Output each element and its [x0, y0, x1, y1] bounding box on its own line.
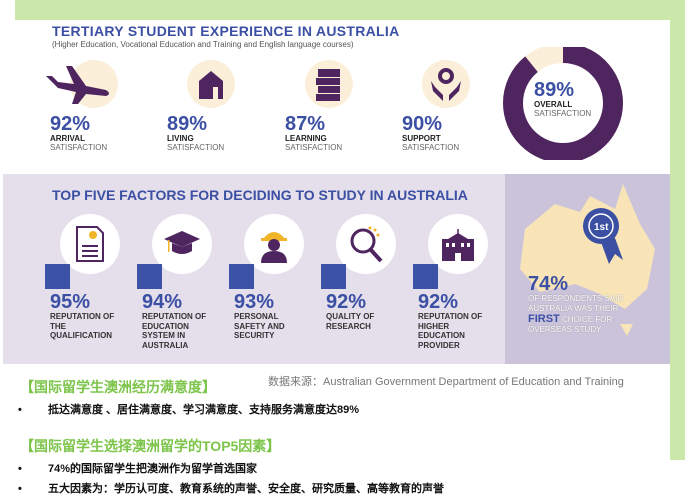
certificate-icon — [60, 214, 120, 274]
factor-qualification: 95% REPUTATION OF THE QUALIFICATION — [45, 214, 140, 341]
green-band-top — [15, 0, 685, 20]
donut-arc — [503, 43, 623, 163]
hard-hat-icon — [244, 214, 304, 274]
first-choice-panel: 1st — [505, 174, 670, 364]
bullet-item: • 74%的国际留学生把澳洲作为留学首选国家 — [18, 463, 258, 475]
svg-text:1st: 1st — [594, 222, 609, 233]
factor-safety: 93% PERSONAL SAFETY AND SECURITY — [229, 214, 324, 341]
magnifier-icon — [336, 214, 396, 274]
overall-donut: 89% OVERALL SATISFACTION — [498, 43, 628, 163]
factor-education-system: 94% REPUTATION OF EDUCATION SYSTEM IN AU… — [137, 214, 232, 350]
building-icon — [428, 214, 488, 274]
factor-research: 92% QUALITY OF RESEARCH — [321, 214, 416, 331]
house-icon — [187, 60, 235, 108]
factors-title: TOP FIVE FACTORS FOR DECIDING TO STUDY I… — [52, 187, 468, 203]
stat-arrival: 92% ARRIVAL SATISFACTION — [46, 60, 145, 152]
australia-map-icon: 1st — [520, 184, 655, 336]
books-icon — [305, 60, 353, 108]
stat-living: 89% LIVING SATISFACTION — [167, 60, 262, 152]
hands-gear-icon — [422, 60, 470, 108]
stat-support: 90% SUPPORT SATISFACTION — [402, 60, 497, 152]
first-choice-value: 74% — [528, 273, 569, 295]
green-band-right — [670, 0, 685, 460]
first-choice-text: OF RESPONDENTS SAID AUSTRALIA WAS THEIR … — [528, 294, 624, 334]
experience-title: TERTIARY STUDENT EXPERIENCE IN AUSTRALIA — [52, 23, 400, 39]
stat-learning: 87% LEARNING SATISFACTION — [285, 60, 380, 152]
heading-top5: 【国际留学生选择澳洲留学的TOP5因素】 — [20, 438, 281, 454]
heading-experience: 【国际留学生澳洲经历满意度】 — [20, 379, 216, 395]
airplane-icon — [46, 60, 118, 108]
data-source: 数据来源：Australian Government Department of… — [268, 376, 624, 388]
bullet-item: • 五大因素为：学历认可度、教育系统的声誉、安全度、研究质量、高等教育的声誉 — [18, 483, 444, 495]
factor-provider: 92% REPUTATION OF HIGHER EDUCATION PROVI… — [413, 214, 508, 350]
experience-subtitle: (Higher Education, Vocational Education … — [52, 40, 354, 49]
bullet-item: • 抵达满意度 、居住满意度、学习满意度、支持服务满意度达89% — [18, 404, 360, 416]
graduation-cap-icon — [152, 214, 212, 274]
